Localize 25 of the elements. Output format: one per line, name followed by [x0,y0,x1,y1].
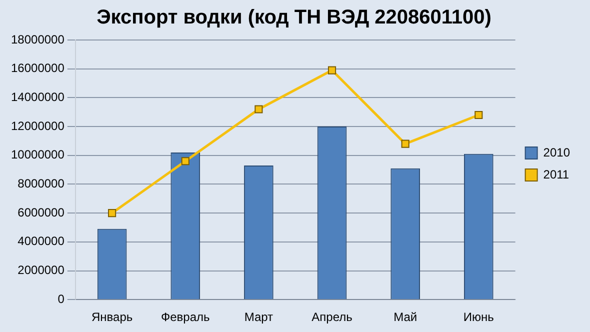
x-tick-label: Март [244,310,274,324]
x-tick-label: Май [394,310,418,324]
chart-title: Экспорт водки (код ТН ВЭД 2208601100) [96,6,492,29]
y-tick-label: 6000000 [18,205,65,220]
legend-label: 2011 [543,167,570,182]
y-tick-label: 16000000 [11,61,65,76]
point [254,105,263,114]
y-tick-label: 18000000 [11,32,65,46]
point [328,66,336,74]
y-tick-label: 2000000 [18,263,65,278]
point [474,110,483,120]
x-tick-label: Январь [91,310,133,324]
point [108,209,116,218]
y-tick-label: 0 [58,292,65,306]
y-tick-label: 14000000 [11,90,65,104]
x-tick-label: Апрель [312,310,352,324]
y-tick-label: 10000000 [11,148,65,162]
legend-label: 2010 [543,145,570,160]
x-tick-label: Февраль [160,310,210,324]
y-tick-label: 12000000 [11,118,65,133]
y-tick-label: 8000000 [18,176,65,191]
x-tick-label: Июнь [463,310,494,324]
y-tick-label: 4000000 [18,234,65,248]
point [181,157,190,166]
point [401,140,410,148]
